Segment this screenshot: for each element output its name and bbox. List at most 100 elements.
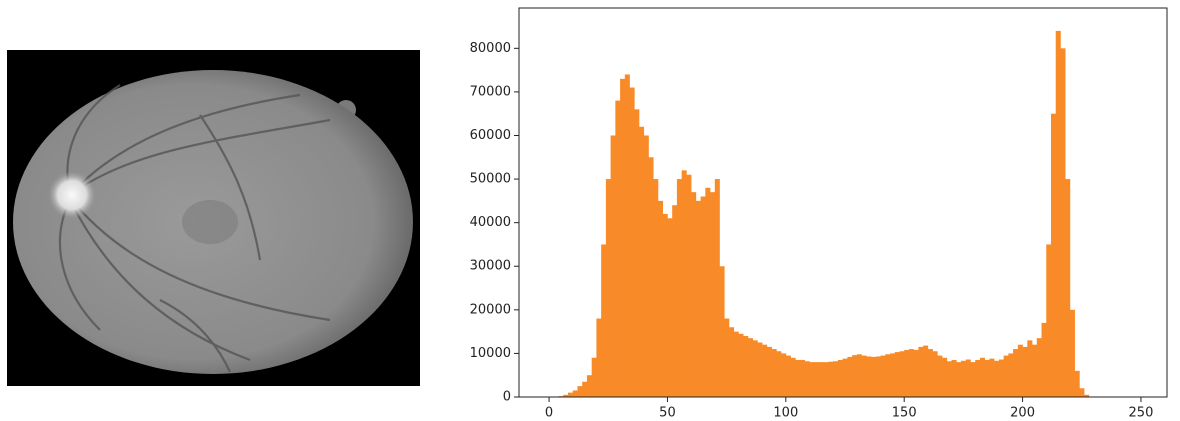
- bar: [757, 342, 763, 397]
- bar: [1017, 344, 1023, 397]
- bar: [975, 359, 981, 397]
- bar: [601, 244, 607, 397]
- bar: [800, 359, 806, 397]
- bar: [989, 358, 995, 397]
- bar: [714, 179, 720, 397]
- bar: [951, 359, 957, 397]
- x-tick-label: 250: [1129, 406, 1154, 421]
- bar: [946, 361, 952, 397]
- bar: [1065, 179, 1071, 397]
- bar: [885, 354, 891, 397]
- bar: [965, 359, 971, 397]
- bar: [719, 266, 725, 397]
- bar: [998, 359, 1004, 397]
- bar: [932, 351, 938, 397]
- axes-frame: [518, 7, 1168, 398]
- bar: [563, 394, 569, 397]
- bar: [1046, 244, 1052, 397]
- bar: [672, 205, 678, 397]
- bar: [1008, 353, 1014, 397]
- bar: [809, 362, 815, 397]
- bar: [605, 179, 611, 397]
- bar: [681, 170, 687, 397]
- x-tick-label: 0: [545, 406, 553, 421]
- bar: [1036, 338, 1042, 397]
- bar: [572, 390, 578, 397]
- bar: [582, 381, 588, 397]
- bar: [724, 318, 730, 397]
- bar: [1060, 48, 1066, 397]
- bar: [662, 213, 668, 397]
- bar: [643, 135, 649, 397]
- bar: [738, 333, 744, 397]
- bar: [795, 359, 801, 397]
- bar: [937, 355, 943, 397]
- bar: [970, 362, 976, 397]
- bar: [1027, 340, 1033, 397]
- bar: [852, 355, 858, 397]
- bar: [1079, 388, 1085, 397]
- bar: [639, 126, 645, 397]
- bar: [918, 346, 924, 397]
- bar: [875, 356, 881, 397]
- bar: [1041, 322, 1047, 397]
- bar: [577, 386, 583, 397]
- y-tick-label: 50000: [470, 172, 511, 187]
- y-tick-label: 80000: [470, 41, 511, 56]
- bar: [781, 353, 787, 397]
- bar: [994, 360, 1000, 397]
- bar: [785, 355, 791, 397]
- retina-image: [7, 50, 420, 386]
- bar: [889, 353, 896, 397]
- bar: [1003, 355, 1009, 397]
- bar: [837, 359, 843, 397]
- bar: [657, 200, 664, 397]
- bar: [804, 361, 810, 397]
- y-tick-label: 70000: [470, 84, 511, 99]
- bar: [823, 362, 829, 397]
- bar: [634, 109, 640, 398]
- bar: [956, 362, 962, 397]
- bar: [752, 340, 758, 397]
- bar: [729, 327, 735, 397]
- y-tick-label: 30000: [470, 259, 511, 274]
- bar: [653, 179, 659, 397]
- bar: [610, 135, 616, 397]
- bar: [818, 362, 825, 397]
- bar: [894, 352, 900, 397]
- bar: [899, 351, 905, 397]
- bar: [1074, 370, 1080, 397]
- bar: [676, 179, 682, 397]
- bar: [790, 357, 796, 397]
- bar: [667, 218, 673, 397]
- bar: [648, 157, 654, 397]
- y-tick-label: 60000: [470, 128, 511, 143]
- bar: [695, 200, 701, 397]
- bar: [866, 356, 872, 397]
- bar: [620, 78, 626, 398]
- bar: [615, 100, 621, 397]
- bar: [904, 349, 910, 397]
- bar: [591, 357, 597, 397]
- bar: [842, 358, 848, 397]
- bar: [856, 354, 862, 397]
- bar: [710, 192, 716, 397]
- bar: [913, 349, 919, 397]
- x-tick-label: 100: [773, 406, 798, 421]
- bar: [1022, 346, 1028, 397]
- bar: [833, 361, 839, 397]
- bar: [743, 335, 749, 397]
- histogram-plot: 0 10000 20000 30000 40000 50000 60000 70000 8000…: [470, 30, 1154, 421]
- x-tick-label: 50: [659, 406, 676, 421]
- bar: [828, 361, 834, 397]
- bar: [747, 338, 753, 397]
- bar: [1055, 30, 1061, 397]
- bar: [629, 87, 635, 397]
- bar: [762, 344, 768, 397]
- bar: [1084, 394, 1090, 397]
- bar: [942, 357, 948, 397]
- bar: [686, 174, 692, 397]
- bar: [880, 355, 886, 397]
